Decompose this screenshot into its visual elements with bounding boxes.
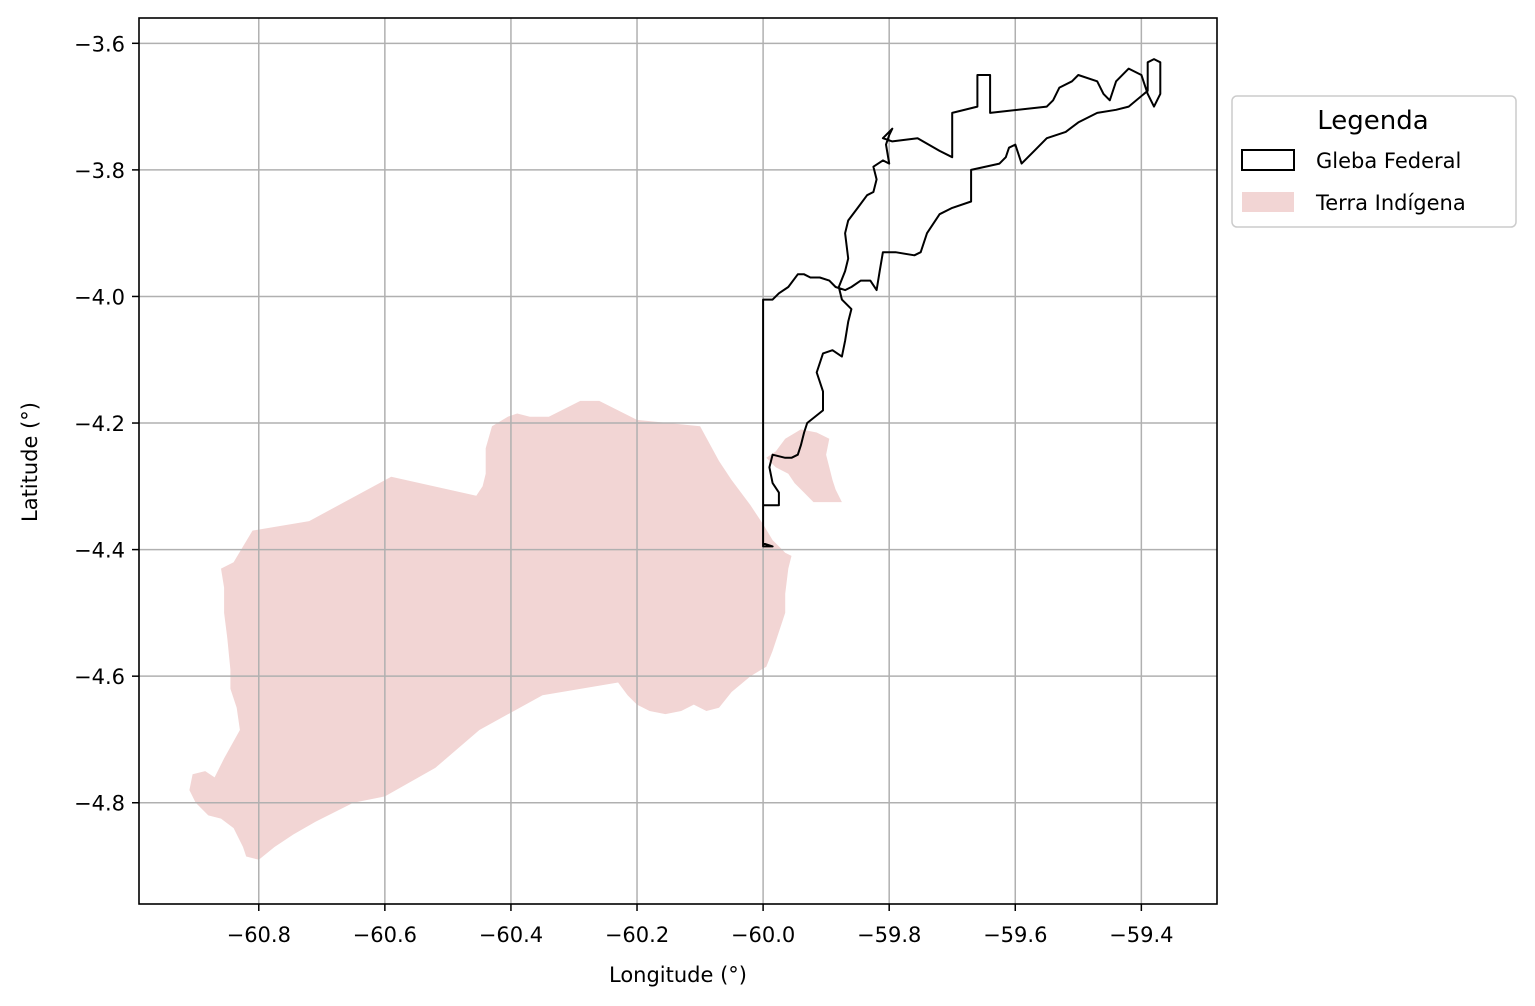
legend-title: Legenda: [1317, 106, 1428, 136]
legend-frame: [1231, 95, 1517, 228]
y-tick-label: −4.2: [74, 412, 125, 436]
x-tick-label: −59.8: [857, 923, 921, 947]
x-tick-label: −59.6: [983, 923, 1047, 947]
legend-swatch-terra-indigena: [1242, 192, 1294, 212]
x-tick-label: −59.4: [1109, 923, 1173, 947]
terra-indigena-polygon-0: [189, 400, 792, 860]
y-tick-label: −4.0: [74, 285, 125, 309]
y-tick-label: −3.8: [74, 159, 125, 183]
plot-area: [139, 18, 1217, 904]
y-tick-label: −4.8: [74, 792, 125, 816]
axes-layer: −60.8 −60.6 −60.4 −60.2 −60.0 −59.8 −59.6 −59.4…: [74, 17, 1218, 947]
axes-frame: [138, 17, 1218, 905]
x-axis-label: Longitude (°): [609, 963, 747, 987]
legend-label-terra-indigena: Terra Indígena: [1315, 191, 1466, 215]
gleba-federal-outline: [762, 58, 1162, 548]
x-tick-label: −60.0: [731, 923, 795, 947]
legend: Legenda Gleba Federal Terra Indígena: [1231, 95, 1517, 228]
x-tick-label: −60.8: [227, 923, 291, 947]
y-tick-label: −4.6: [74, 665, 125, 689]
terra-indigena-polygon-1: [766, 429, 842, 503]
y-tick-label: −4.4: [74, 539, 125, 563]
x-tick-label: −60.6: [353, 923, 417, 947]
legend-label-gleba-federal: Gleba Federal: [1316, 149, 1461, 173]
y-tick-label: −3.6: [74, 32, 125, 56]
x-tick-label: −60.4: [479, 923, 543, 947]
legend-swatch-gleba-federal: [1241, 149, 1295, 171]
x-tick-label: −60.2: [605, 923, 669, 947]
y-axis-label: Latitude (°): [18, 402, 42, 522]
